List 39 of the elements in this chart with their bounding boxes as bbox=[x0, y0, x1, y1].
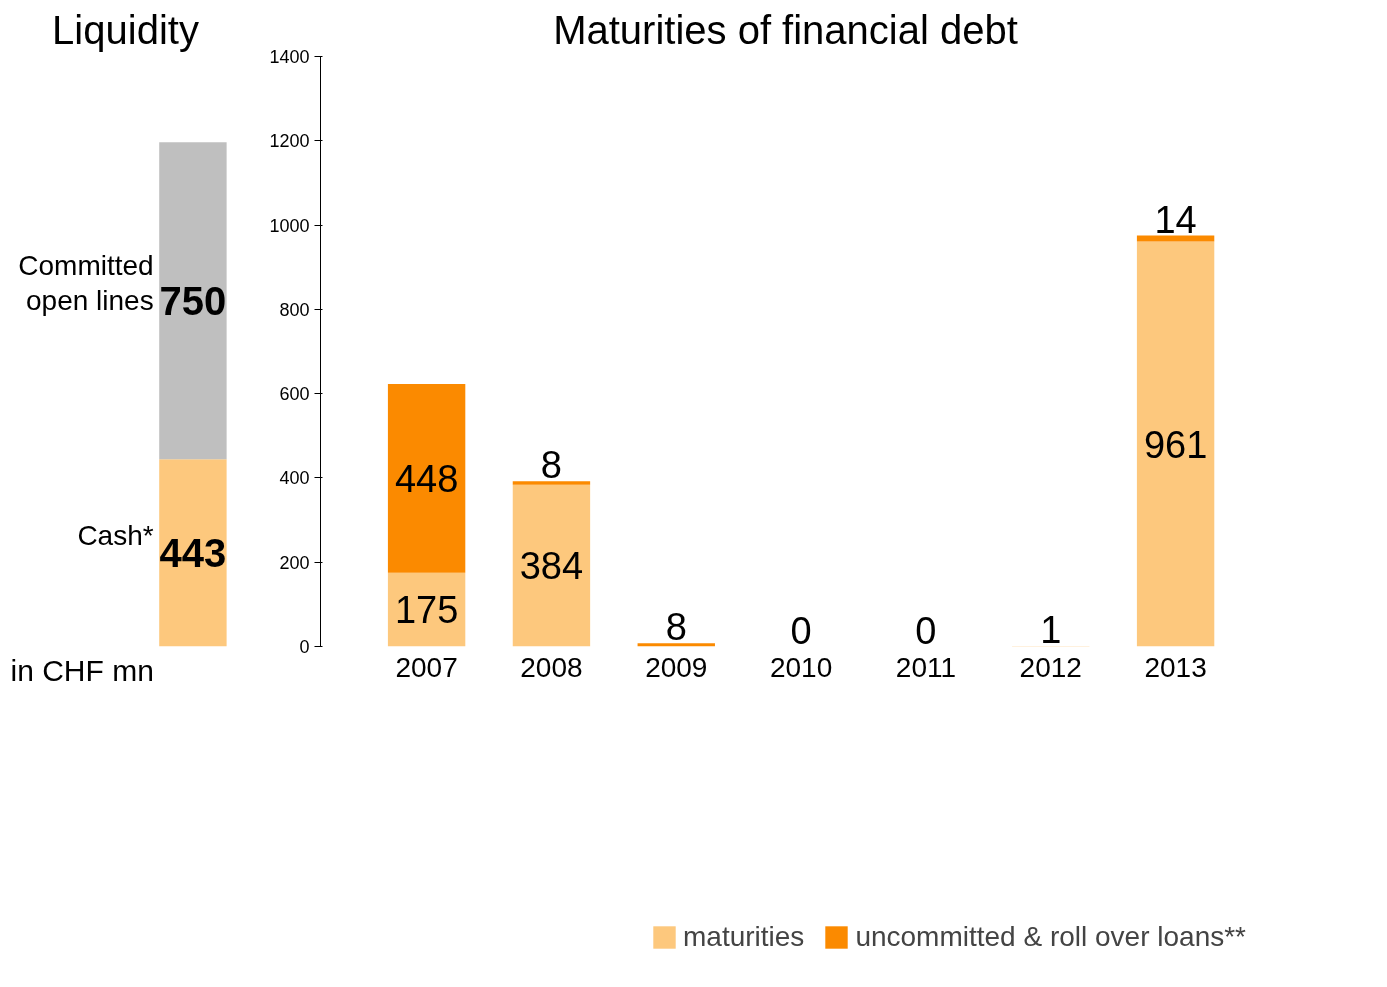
data-label: 14 bbox=[1154, 198, 1197, 241]
data-label: 0 bbox=[915, 609, 937, 652]
chart-title: Maturities of financial debt bbox=[553, 7, 1018, 52]
y-tick-label: 600 bbox=[279, 384, 310, 405]
data-label: 0 bbox=[790, 609, 812, 652]
x-tick-label: 2012 bbox=[1019, 651, 1082, 683]
y-tick-label: 1000 bbox=[269, 215, 310, 236]
data-label: 443 bbox=[159, 530, 227, 575]
legend-label: uncommitted & roll over loans** bbox=[855, 921, 1246, 953]
y-tick-label: 400 bbox=[279, 468, 310, 489]
series-label: Cash* bbox=[77, 519, 154, 551]
data-label: 448 bbox=[394, 457, 459, 500]
x-tick-label: 2009 bbox=[645, 651, 708, 683]
bar bbox=[512, 484, 591, 647]
y-tick-label: 1200 bbox=[269, 131, 310, 152]
data-label: 961 bbox=[1143, 423, 1208, 466]
data-label: 750 bbox=[159, 278, 227, 323]
bar bbox=[1136, 241, 1215, 647]
data-label: 1 bbox=[1040, 609, 1062, 652]
data-label: 384 bbox=[519, 545, 584, 588]
x-tick-label: 2007 bbox=[395, 651, 458, 683]
data-label: 8 bbox=[540, 444, 563, 487]
data-label: 175 bbox=[394, 589, 459, 632]
bar bbox=[387, 383, 466, 573]
x-tick-label: 2010 bbox=[769, 651, 833, 683]
x-tick-label: 2011 bbox=[895, 651, 957, 683]
y-tick-label: 800 bbox=[279, 299, 310, 320]
bar bbox=[512, 481, 591, 485]
y-tick-label: 0 bbox=[299, 637, 310, 657]
series-label: Committed open lines bbox=[18, 249, 154, 317]
x-tick-label: 2008 bbox=[520, 651, 583, 683]
y-tick-label: 1400 bbox=[269, 47, 310, 67]
text: in CHF mn bbox=[10, 653, 154, 687]
data-label: 8 bbox=[665, 606, 687, 649]
bar bbox=[1136, 235, 1215, 242]
chart-title: Liquidity bbox=[52, 7, 199, 52]
x-tick-label: 2013 bbox=[1144, 651, 1207, 683]
legend-label: maturities bbox=[683, 921, 805, 953]
y-tick-label: 200 bbox=[279, 552, 310, 573]
